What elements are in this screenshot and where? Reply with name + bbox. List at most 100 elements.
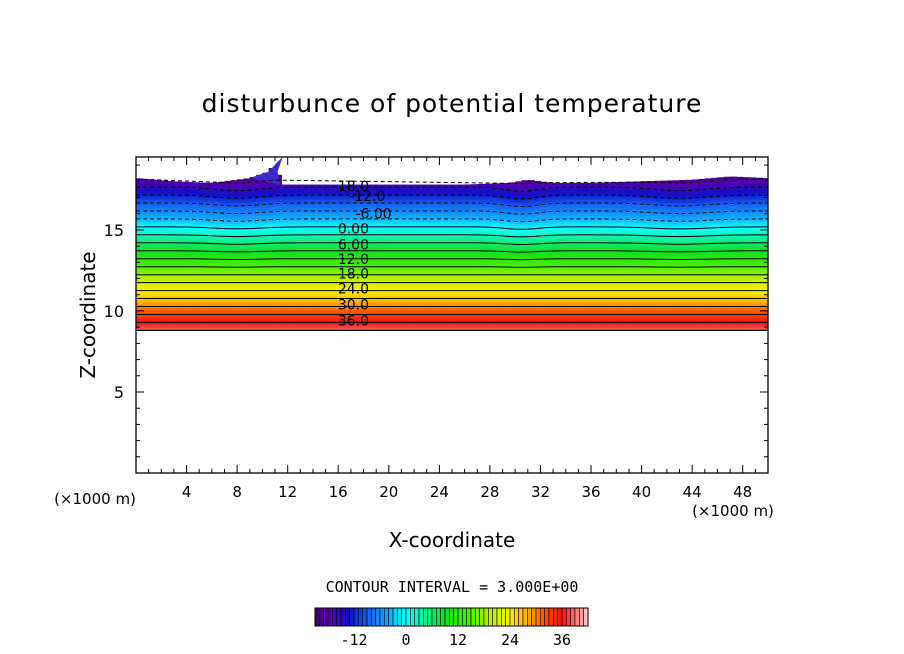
field-cell [243,181,251,184]
field-cell [268,197,276,200]
field-cell [363,259,371,262]
field-cell [369,216,377,220]
field-cell [331,276,339,280]
field-cell [136,231,143,234]
field-cell [319,234,327,237]
field-cell [154,244,162,247]
field-cell [344,276,352,280]
field-cell [136,242,143,246]
field-cell [306,197,314,200]
field-cell [294,276,301,280]
field-cell [161,205,169,208]
field-cell [312,268,320,272]
field-cell [192,242,200,246]
field-cell [154,229,162,233]
field-cell [205,184,213,187]
field-cell [218,238,226,241]
field-cell [439,233,447,236]
field-cell [249,187,257,191]
field-cell [180,233,188,236]
field-cell [243,216,251,220]
field-cell [350,238,358,241]
field-cell [262,280,270,283]
field-cell [205,231,213,234]
field-cell [142,325,150,328]
field-cell [243,220,251,223]
field-cell [319,267,327,270]
field-cell [376,199,384,202]
field-cell [306,229,314,233]
field-cell [401,317,409,320]
field-cell [426,301,434,304]
field-cell [407,216,415,220]
field-cell [136,250,143,254]
field-cell [376,276,384,280]
field-cell [331,288,339,291]
field-cell [154,304,162,307]
field-cell [154,207,162,210]
field-cell [344,233,352,236]
field-cell [382,226,390,229]
field-cell [350,293,358,296]
field-cell [173,255,181,259]
field-cell [426,327,434,330]
field-cell [136,320,143,323]
field-cell [161,325,169,328]
field-cell [230,229,238,233]
field-cell [205,210,213,213]
field-cell [294,238,301,241]
field-cell [167,320,175,323]
field-cell [192,205,200,208]
field-cell [407,288,415,291]
field-cell [306,299,314,302]
field-cell [338,306,346,309]
field-cell [382,207,390,210]
field-cell [224,182,232,186]
field-cell [350,210,358,213]
field-cell [192,189,200,192]
field-cell [300,208,308,212]
field-cell [237,327,245,330]
field-cell [294,272,301,275]
field-cell [439,299,447,302]
field-cell [287,319,295,322]
field-cell [173,221,181,225]
field-cell [338,244,346,247]
field-cell [180,317,188,320]
field-cell [268,259,276,262]
field-cell [136,302,143,306]
field-cell [275,238,282,241]
field-cell [319,233,327,236]
field-cell [237,220,245,223]
field-cell [376,218,384,221]
field-cell [420,312,428,315]
field-cell [154,197,162,200]
field-cell [382,307,390,310]
field-cell [395,317,403,320]
field-cell [433,276,440,280]
field-cell [211,301,219,304]
field-cell [199,199,207,202]
field-cell [268,207,276,210]
field-cell [344,255,352,259]
field-cell [218,272,226,275]
field-cell [136,226,143,229]
field-cell [433,226,440,229]
field-cell [148,223,156,226]
field-cell [281,239,289,242]
field-cell [312,200,320,203]
field-cell [167,259,175,262]
field-cell [382,306,390,309]
field-cell [376,297,384,301]
field-cell [142,327,150,330]
field-cell [142,212,150,215]
field-cell [414,229,421,233]
field-cell [161,315,169,319]
field-cell [407,218,415,221]
field-cell [433,296,440,299]
field-cell [395,197,403,200]
field-cell [294,285,301,288]
field-cell [230,203,238,207]
field-cell [363,221,371,225]
field-cell [237,255,245,259]
